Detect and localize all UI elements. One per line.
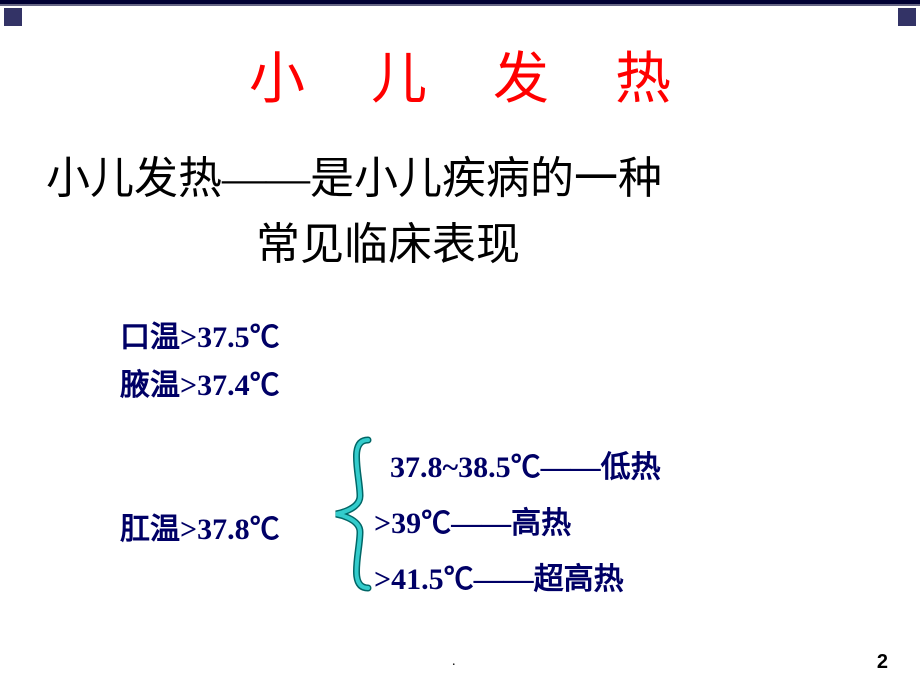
oral-temperature: 口温>37.5℃: [120, 312, 280, 356]
top-border-inner: [0, 4, 920, 6]
fever-category-high: >39℃——高热: [374, 498, 571, 542]
footer-dot: .: [452, 654, 456, 670]
page-number: 2: [877, 651, 888, 674]
corner-square-left: [4, 8, 22, 26]
subtitle-line-1: 小儿发热——是小儿疾病的一种: [46, 142, 662, 206]
slide-title: 小 儿 发 热: [0, 34, 920, 115]
fever-category-low: 37.8~38.5℃——低热: [390, 442, 661, 486]
rectal-temperature: 肛温>37.8℃: [120, 504, 280, 548]
curly-bracket-icon: [330, 436, 374, 592]
subtitle-line-2: 常见临床表现: [256, 208, 520, 272]
axillary-temperature: 腋温>37.4℃: [120, 360, 280, 404]
corner-square-right: [898, 8, 916, 26]
fever-category-veryhigh: >41.5℃——超高热: [374, 554, 624, 598]
